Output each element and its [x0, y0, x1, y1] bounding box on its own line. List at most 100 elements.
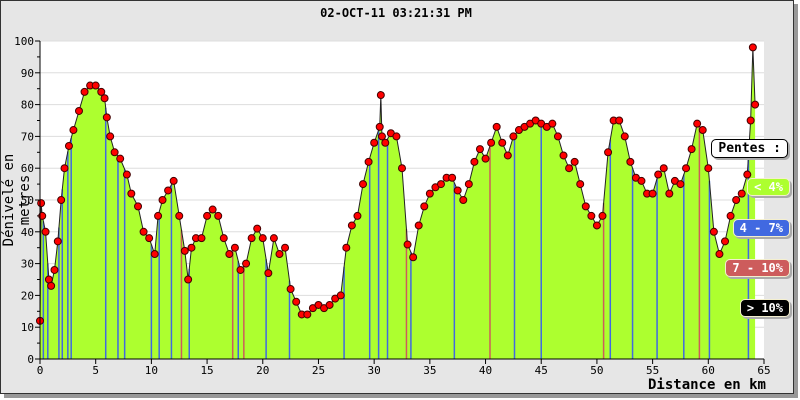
data-point	[50, 265, 59, 274]
data-point	[498, 138, 507, 147]
data-point	[184, 275, 193, 284]
data-point	[746, 116, 755, 125]
data-point	[425, 189, 434, 198]
data-point	[509, 132, 518, 141]
data-point	[347, 221, 356, 230]
data-point	[581, 202, 590, 211]
y-tick-label: 30	[21, 258, 34, 271]
data-point	[64, 141, 73, 150]
data-point	[97, 87, 106, 96]
data-point	[91, 81, 100, 90]
data-point	[648, 189, 657, 198]
data-point	[169, 176, 178, 185]
data-point	[698, 126, 707, 135]
x-tick-label: 40	[479, 364, 492, 377]
data-point	[47, 281, 56, 290]
y-tick-label: 10	[21, 321, 34, 334]
data-point	[219, 234, 228, 243]
data-point	[598, 211, 607, 220]
x-tick-label: 55	[646, 364, 659, 377]
data-point	[398, 164, 406, 173]
data-point	[150, 250, 159, 259]
data-point	[180, 246, 189, 255]
data-point	[732, 196, 741, 204]
data-point	[41, 227, 50, 236]
x-tick-label: 65	[757, 364, 770, 377]
data-point	[100, 94, 109, 103]
data-point	[420, 202, 429, 211]
x-tick-label: 25	[312, 364, 325, 377]
data-point	[364, 157, 373, 166]
data-point	[80, 87, 89, 96]
data-point	[620, 132, 629, 141]
data-point	[487, 138, 496, 147]
data-point	[342, 243, 351, 252]
legend-entry: < 4%	[747, 178, 790, 196]
data-point	[370, 138, 379, 147]
x-tick-label: 30	[368, 364, 381, 377]
data-point	[751, 100, 760, 109]
elevation-area	[40, 47, 756, 360]
data-point	[275, 250, 284, 259]
data-point	[403, 240, 412, 249]
data-point	[208, 205, 217, 214]
data-point	[548, 119, 557, 128]
data-point	[258, 234, 267, 243]
data-point	[127, 189, 136, 198]
data-point	[281, 243, 290, 252]
y-tick-label: 60	[21, 162, 34, 175]
data-point	[292, 297, 301, 306]
data-point	[475, 145, 484, 154]
data-point	[737, 189, 746, 198]
data-point	[247, 234, 256, 243]
x-tick-label: 35	[423, 364, 436, 377]
data-point	[242, 259, 251, 268]
data-point	[409, 253, 418, 262]
x-axis-label: Distance en km	[647, 377, 766, 393]
data-point	[164, 186, 173, 195]
data-point	[654, 170, 663, 179]
data-point	[381, 138, 390, 147]
y-tick-label: 20	[21, 289, 34, 302]
y-tick-label: 70	[21, 130, 34, 143]
data-point	[392, 132, 401, 141]
data-point	[626, 157, 635, 166]
legend-title: Pentes :	[711, 139, 788, 158]
data-point	[414, 221, 423, 230]
data-point	[637, 176, 646, 185]
data-point	[743, 170, 752, 179]
data-point	[203, 211, 212, 220]
data-point	[230, 243, 239, 252]
data-point	[110, 148, 119, 157]
data-point	[154, 211, 163, 220]
data-point	[253, 224, 262, 233]
data-point	[158, 196, 167, 204]
data-point	[464, 180, 473, 189]
data-point	[264, 269, 273, 278]
data-point	[448, 173, 457, 182]
data-point	[303, 310, 312, 319]
data-point	[481, 154, 490, 163]
data-point	[492, 122, 501, 131]
data-point	[134, 202, 143, 211]
data-point	[587, 211, 596, 220]
data-point	[559, 151, 568, 160]
data-point	[592, 221, 601, 230]
legend-entry: 4 - 7%	[732, 219, 790, 237]
data-point	[570, 157, 579, 166]
data-point	[336, 291, 345, 300]
data-point	[709, 227, 718, 236]
data-point	[436, 180, 445, 189]
data-point	[687, 145, 696, 154]
data-point	[748, 43, 757, 52]
x-tick-label: 20	[256, 364, 269, 377]
data-point	[69, 126, 78, 135]
data-point	[122, 170, 131, 179]
data-point	[37, 199, 46, 208]
y-tick-label: 100	[14, 35, 34, 48]
y-tick-label: 0	[27, 353, 34, 366]
x-tick-label: 0	[37, 364, 44, 377]
data-point	[145, 234, 154, 243]
data-point	[187, 243, 196, 252]
